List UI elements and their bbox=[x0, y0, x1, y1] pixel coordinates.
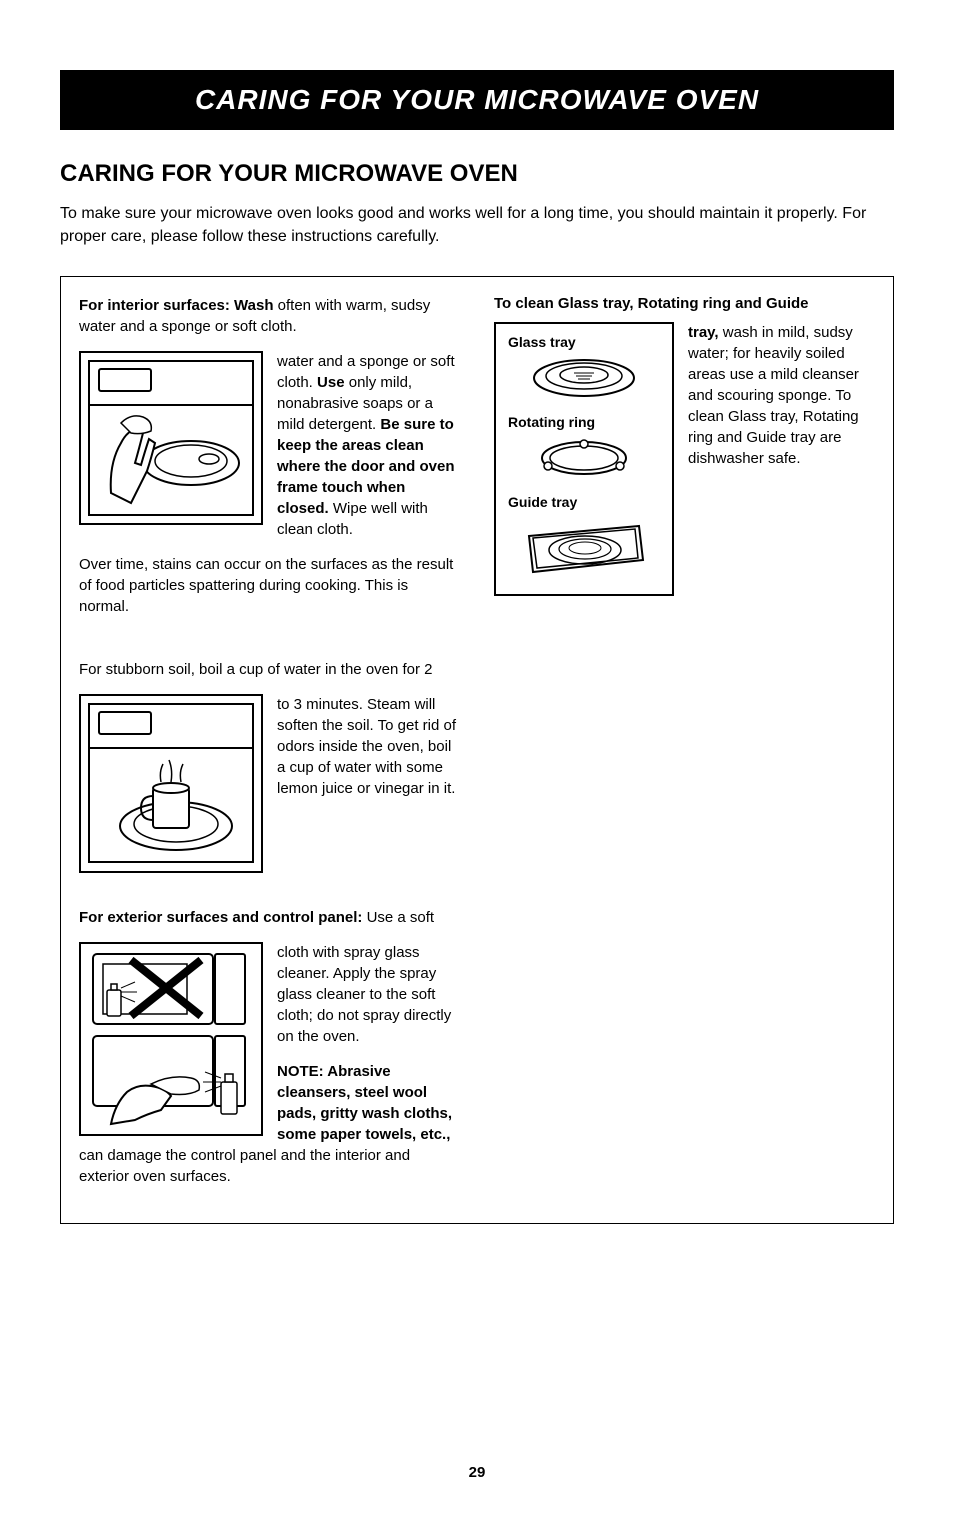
parts-text: tray, wash in mild, sudsy water; for hea… bbox=[688, 322, 875, 469]
exterior-spray-illustration bbox=[79, 942, 263, 1136]
interior-surfaces-block: For interior surfaces: Wash often with w… bbox=[79, 295, 460, 631]
exterior-note-bold: NOTE: Abrasive cleansers, steel wool pad… bbox=[277, 1063, 452, 1143]
interior-lead: For interior surfaces: Wash bbox=[79, 297, 274, 314]
wipe-interior-illustration bbox=[79, 351, 263, 525]
guide-tray-label: Guide tray bbox=[508, 494, 660, 510]
exterior-lead: For exterior surfaces and control panel:… bbox=[79, 907, 460, 928]
right-column: To clean Glass tray, Rotating ring and G… bbox=[494, 295, 875, 1201]
interior-paragraph-2: Over time, stains can occur on the surfa… bbox=[79, 554, 460, 617]
two-column-layout: For interior surfaces: Wash often with w… bbox=[79, 295, 875, 1201]
parts-text-rest: wash in mild, sudsy water; for heavily s… bbox=[688, 324, 859, 467]
exterior-block: For exterior surfaces and control panel:… bbox=[79, 907, 460, 1201]
parts-title: To clean Glass tray, Rotating ring and G… bbox=[494, 295, 875, 312]
page-heading: CARING FOR YOUR MICROWAVE OVEN bbox=[60, 160, 894, 188]
interior-bold-2: Use bbox=[317, 374, 345, 391]
exterior-note-rest: can damage the control panel and the int… bbox=[79, 1147, 410, 1185]
glass-tray-label: Glass tray bbox=[508, 334, 660, 350]
guide-tray-icon bbox=[519, 516, 649, 580]
stubborn-lead: For stubborn soil, boil a cup of water i… bbox=[79, 659, 460, 680]
page-number: 29 bbox=[60, 1464, 894, 1481]
parts-block: Glass tray Rotating ring bbox=[494, 322, 875, 596]
parts-text-bold: tray, bbox=[688, 324, 719, 341]
intro-paragraph: To make sure your microwave oven looks g… bbox=[60, 202, 894, 248]
exterior-lead-rest: Use a soft bbox=[362, 909, 434, 926]
stubborn-soil-block: For stubborn soil, boil a cup of water i… bbox=[79, 659, 460, 879]
rotating-ring-icon bbox=[534, 436, 634, 480]
interior-paragraph-1: For interior surfaces: Wash often with w… bbox=[79, 295, 460, 337]
left-column: For interior surfaces: Wash often with w… bbox=[79, 295, 460, 1201]
exterior-lead-bold: For exterior surfaces and control panel: bbox=[79, 909, 362, 926]
content-box: For interior surfaces: Wash often with w… bbox=[60, 276, 894, 1224]
section-banner: CARING FOR YOUR MICROWAVE OVEN bbox=[60, 70, 894, 130]
rotating-ring-label: Rotating ring bbox=[508, 414, 660, 430]
boil-water-illustration bbox=[79, 694, 263, 873]
parts-diagram-box: Glass tray Rotating ring bbox=[494, 322, 674, 596]
glass-tray-icon bbox=[529, 356, 639, 400]
